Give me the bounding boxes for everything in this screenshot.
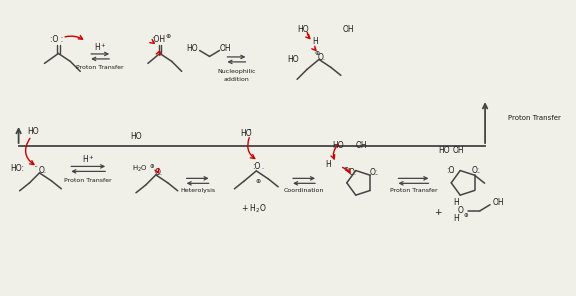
Text: H: H: [325, 160, 331, 169]
Text: H: H: [453, 214, 459, 223]
Text: OH: OH: [356, 141, 367, 149]
Text: Coordination: Coordination: [284, 188, 324, 193]
Text: HO: HO: [130, 131, 142, 141]
Text: Nucleophilic: Nucleophilic: [217, 69, 256, 74]
Text: H: H: [312, 37, 318, 46]
Text: OH: OH: [219, 44, 232, 53]
Text: +: +: [434, 208, 442, 217]
Text: HÖ: HÖ: [241, 128, 252, 138]
Text: Proton Transfer: Proton Transfer: [65, 178, 112, 183]
Text: OH: OH: [343, 25, 355, 34]
Text: Proton Transfer: Proton Transfer: [508, 115, 561, 121]
Text: :O :: :O :: [50, 35, 63, 44]
Text: + H$_2$O: + H$_2$O: [241, 202, 267, 215]
Text: HO: HO: [287, 55, 299, 64]
Text: Heterolysis: Heterolysis: [180, 188, 215, 193]
Text: $\oplus$: $\oplus$: [343, 165, 349, 173]
Text: O: O: [349, 168, 355, 177]
Text: $\oplus$: $\oplus$: [255, 177, 262, 185]
Text: HO: HO: [186, 44, 198, 53]
Text: H$^+$: H$^+$: [82, 153, 94, 165]
Text: H$^+$: H$^+$: [94, 42, 107, 53]
Text: OH: OH: [452, 147, 464, 155]
Text: H: H: [453, 198, 459, 207]
Text: :OH: :OH: [151, 35, 165, 44]
Text: HO: HO: [332, 141, 344, 149]
Text: :O: :O: [252, 163, 260, 171]
Text: HO: HO: [28, 127, 39, 136]
Text: O: O: [155, 168, 161, 177]
Text: H$_2$O: H$_2$O: [132, 164, 148, 174]
Text: HO: HO: [438, 147, 450, 155]
Text: $\oplus$: $\oplus$: [463, 211, 469, 219]
Text: O:: O:: [370, 168, 378, 177]
Text: :O: :O: [446, 166, 454, 176]
Text: HO: HO: [297, 25, 309, 34]
Text: O: O: [39, 166, 44, 176]
Text: addition: addition: [223, 77, 249, 82]
Text: O: O: [457, 206, 463, 215]
Text: Proton Transfer: Proton Transfer: [389, 188, 437, 193]
Text: $\oplus$: $\oplus$: [165, 32, 172, 40]
Text: HO:: HO:: [10, 164, 25, 173]
Text: Proton Transfer: Proton Transfer: [77, 65, 124, 70]
Text: O:: O:: [472, 166, 480, 176]
Text: $\oplus$: $\oplus$: [149, 162, 155, 170]
Text: OH: OH: [492, 198, 504, 207]
Text: O: O: [318, 53, 324, 62]
Text: $\oplus$: $\oplus$: [314, 49, 320, 57]
